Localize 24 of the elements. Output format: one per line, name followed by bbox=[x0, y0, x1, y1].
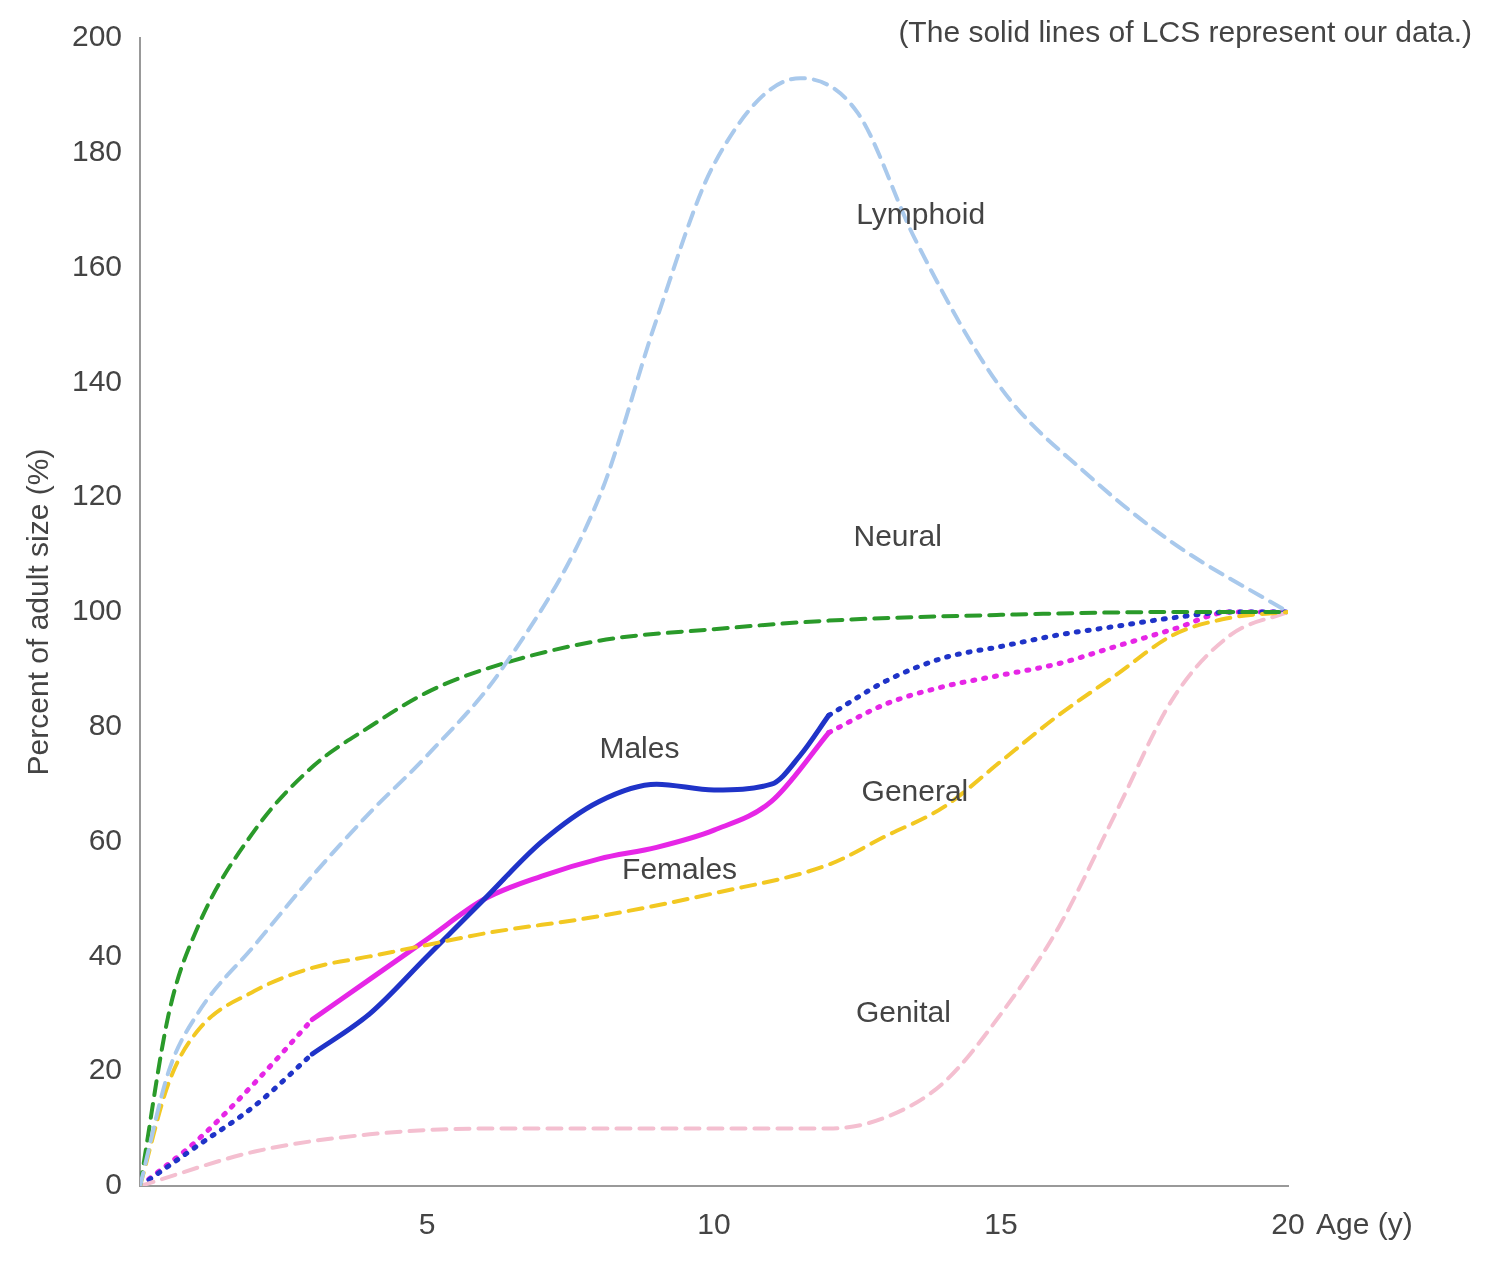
x-tick-label: 5 bbox=[418, 1207, 436, 1241]
y-tick-label: 40 bbox=[88, 937, 123, 971]
series-label: Males bbox=[599, 731, 680, 765]
y-tick-label: 60 bbox=[88, 822, 123, 856]
y-tick-label: 80 bbox=[88, 708, 123, 742]
y-tick-label: 160 bbox=[71, 248, 123, 282]
x-tick-label: 15 bbox=[984, 1207, 1018, 1241]
series-label: Lymphoid bbox=[856, 197, 986, 231]
text: Neural bbox=[853, 518, 942, 552]
y-tick-label: 120 bbox=[71, 478, 123, 512]
y-tick-label: 20 bbox=[88, 1052, 123, 1086]
x-tick-label: 20 bbox=[1271, 1207, 1305, 1241]
series-label: Females bbox=[622, 851, 738, 885]
x-axis-title: Age (y) bbox=[1316, 1207, 1413, 1241]
y-tick-label: 0 bbox=[105, 1167, 123, 1201]
y-tick-label: 180 bbox=[71, 134, 123, 168]
series-label: Genital bbox=[855, 995, 951, 1029]
annotation: (The solid lines of LCS represent our data.) bbox=[898, 15, 1472, 49]
y-tick-label: 140 bbox=[71, 363, 123, 397]
series-label: General bbox=[861, 774, 969, 808]
y-tick-label: 100 bbox=[71, 593, 123, 627]
x-tick-label: 10 bbox=[697, 1207, 731, 1241]
y-axis-title: Percent of adult size (%) bbox=[21, 448, 55, 776]
y-tick-label: 200 bbox=[71, 19, 123, 53]
